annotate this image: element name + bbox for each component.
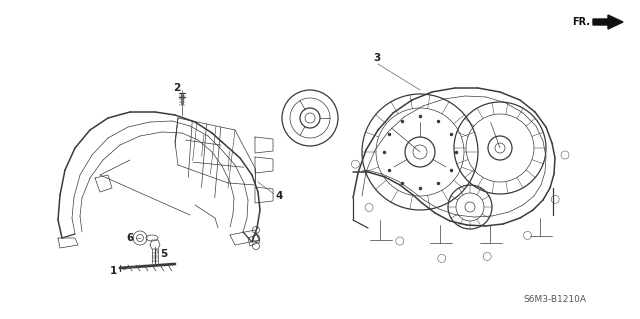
Polygon shape xyxy=(593,15,623,29)
Text: 3: 3 xyxy=(373,53,380,63)
Text: 2: 2 xyxy=(173,83,180,93)
Text: 5: 5 xyxy=(160,249,167,259)
Text: S6M3-B1210A: S6M3-B1210A xyxy=(524,295,586,305)
Text: 6: 6 xyxy=(126,233,133,243)
Text: FR.: FR. xyxy=(572,17,590,27)
Text: 1: 1 xyxy=(110,266,117,276)
Text: 4: 4 xyxy=(276,191,284,201)
